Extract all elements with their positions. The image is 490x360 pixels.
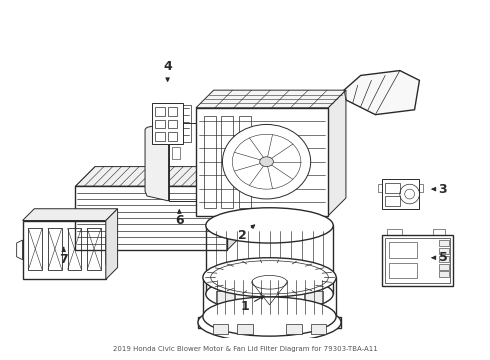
Text: 7: 7: [59, 248, 68, 266]
Bar: [152, 103, 183, 144]
Ellipse shape: [203, 297, 336, 336]
Ellipse shape: [222, 125, 311, 199]
Bar: [439, 256, 449, 262]
Bar: [385, 238, 450, 283]
Bar: [155, 107, 165, 116]
Text: 5: 5: [432, 251, 447, 264]
Bar: [221, 116, 233, 208]
Bar: [382, 235, 453, 286]
Polygon shape: [145, 122, 169, 201]
Bar: [389, 263, 416, 278]
Bar: [169, 122, 196, 201]
Bar: [382, 179, 419, 209]
Bar: [387, 229, 402, 235]
Bar: [439, 264, 449, 270]
Bar: [48, 228, 62, 270]
Bar: [23, 220, 106, 279]
Bar: [304, 291, 323, 303]
Bar: [439, 248, 449, 254]
Bar: [419, 184, 423, 192]
Bar: [155, 120, 165, 129]
Bar: [385, 183, 400, 193]
Text: 2019 Honda Civic Blower Motor & Fan Lid Filter Diagram for 79303-TBA-A11: 2019 Honda Civic Blower Motor & Fan Lid …: [113, 346, 377, 352]
Bar: [75, 186, 227, 250]
Polygon shape: [23, 209, 118, 220]
Polygon shape: [75, 167, 247, 186]
Ellipse shape: [203, 258, 336, 297]
Bar: [204, 116, 216, 208]
Bar: [311, 324, 326, 334]
Bar: [389, 242, 416, 258]
Bar: [198, 316, 341, 328]
Polygon shape: [344, 71, 419, 114]
Bar: [439, 240, 449, 246]
Bar: [168, 107, 177, 116]
Bar: [213, 324, 228, 334]
Bar: [260, 291, 279, 303]
Bar: [172, 127, 180, 139]
Polygon shape: [196, 90, 346, 108]
Text: 6: 6: [175, 210, 184, 227]
Bar: [439, 271, 449, 277]
Bar: [433, 229, 445, 235]
Polygon shape: [328, 90, 346, 216]
Text: 4: 4: [163, 60, 172, 81]
Bar: [196, 108, 328, 216]
Bar: [216, 291, 235, 303]
Bar: [87, 228, 101, 270]
Bar: [68, 228, 81, 270]
Bar: [378, 184, 382, 192]
Bar: [239, 116, 251, 208]
Bar: [28, 228, 42, 270]
Text: 3: 3: [432, 183, 447, 195]
Ellipse shape: [260, 157, 273, 167]
Bar: [168, 132, 177, 141]
Bar: [155, 132, 165, 141]
Bar: [172, 147, 180, 159]
Text: 1: 1: [241, 296, 264, 313]
Ellipse shape: [206, 276, 333, 312]
Ellipse shape: [206, 208, 333, 243]
Bar: [237, 324, 253, 334]
Bar: [183, 105, 191, 142]
Bar: [385, 196, 400, 206]
Ellipse shape: [198, 303, 341, 342]
Polygon shape: [106, 209, 118, 279]
Bar: [168, 120, 177, 129]
Text: 2: 2: [238, 225, 255, 242]
Polygon shape: [227, 167, 247, 250]
Bar: [286, 324, 302, 334]
